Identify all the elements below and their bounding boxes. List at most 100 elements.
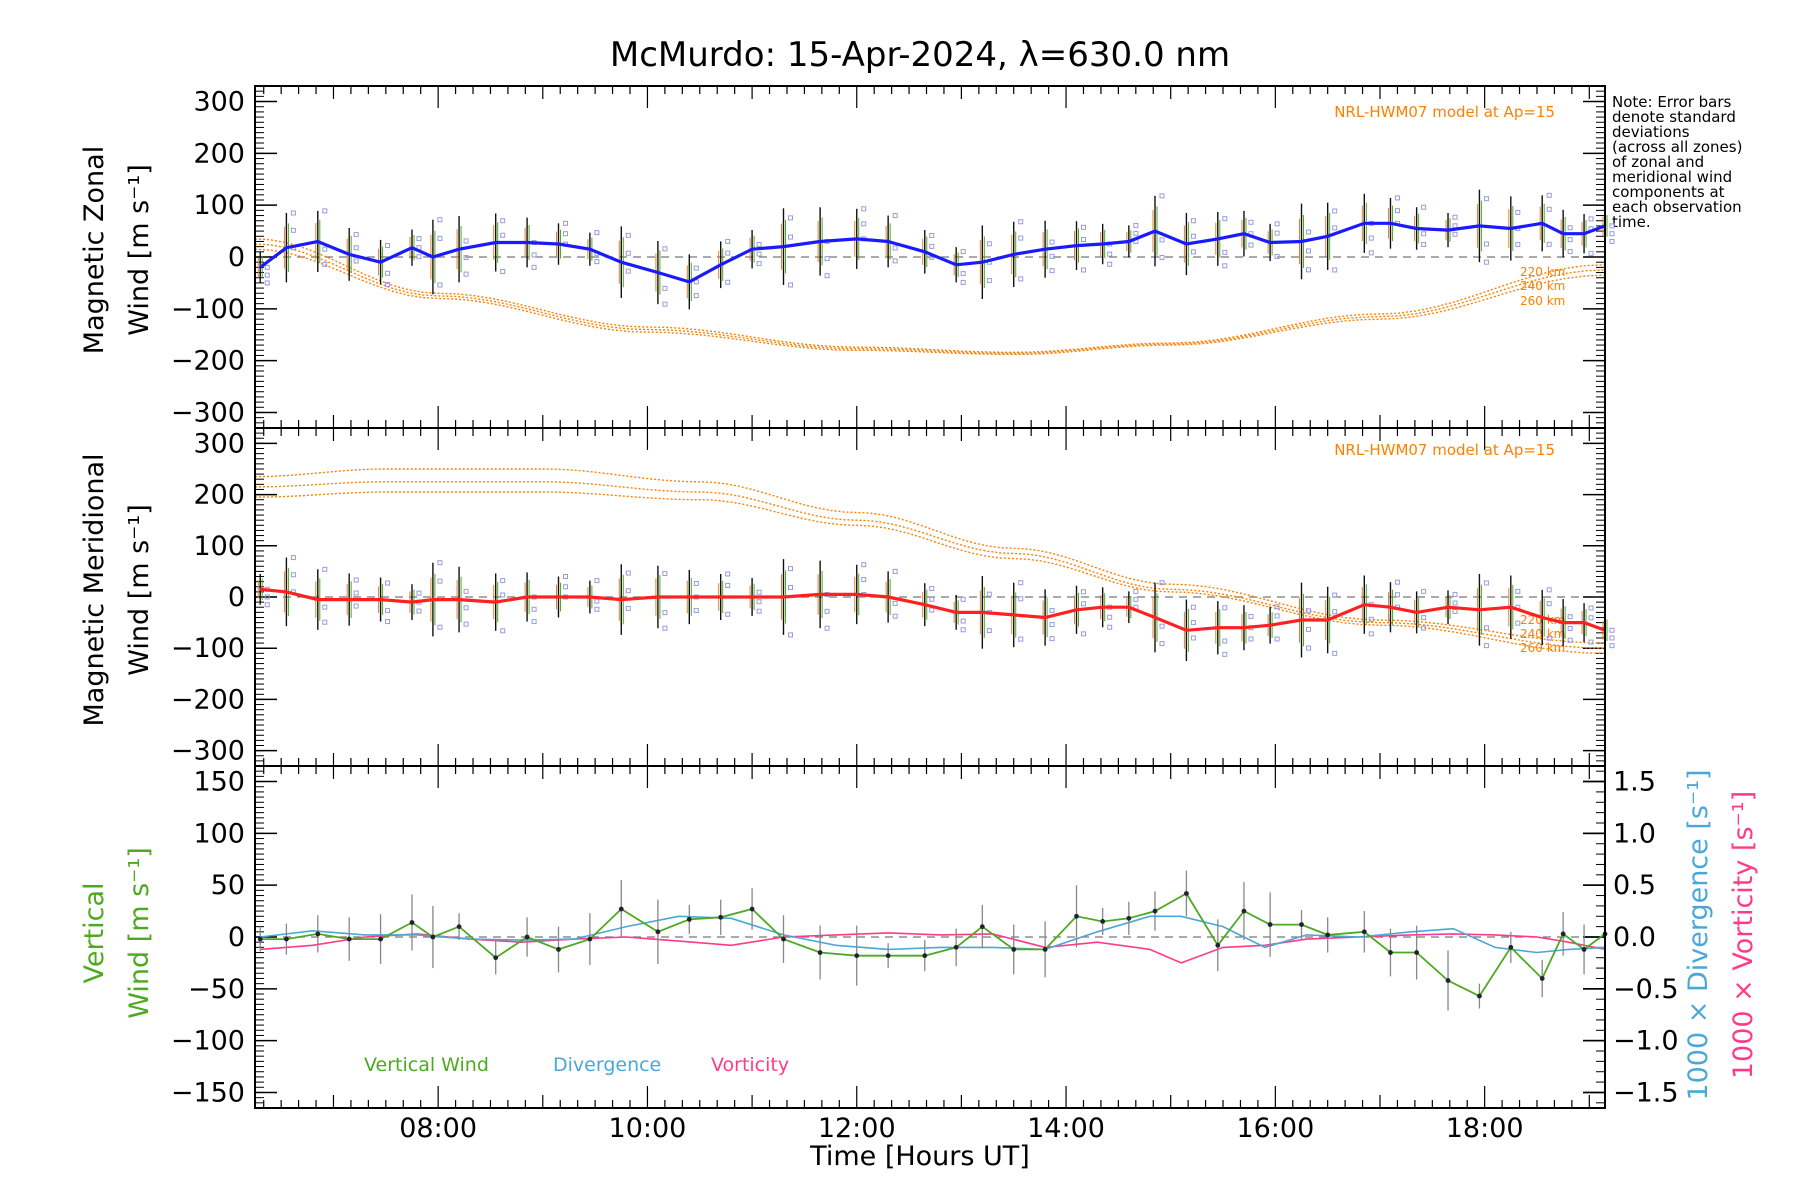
zone-scatter-point: [725, 611, 731, 617]
zone-scatter-point: [322, 208, 328, 214]
zone-scatter-point: [1515, 242, 1521, 248]
zone-scatter-point: [625, 268, 631, 274]
zone-scatter-point: [1609, 231, 1615, 237]
y-tick-label: −200: [171, 684, 245, 715]
zonal-model-height: 240 km: [1520, 279, 1565, 293]
zone-scatter-point: [693, 293, 699, 299]
zone-scatter-point: [1018, 596, 1024, 602]
zone-scatter-point: [531, 606, 537, 612]
vertical-wind-point: [315, 931, 321, 937]
zone-scatter-point: [562, 220, 568, 226]
zone-scatter-point: [725, 238, 731, 244]
zone-scatter-point: [1421, 241, 1427, 247]
zone-scatter-point: [322, 246, 328, 252]
right-y-tick-label: 1.5: [1613, 767, 1656, 798]
vertical-wind-point: [979, 924, 985, 930]
vertical-wind-point: [378, 936, 383, 942]
zone-scatter-point: [531, 252, 537, 258]
zone-scatter-point: [1049, 622, 1055, 628]
note-line: time.: [1612, 213, 1651, 231]
zone-scatter-point: [824, 273, 830, 279]
zone-scatter-point: [385, 608, 391, 614]
y-tick-label: −300: [171, 397, 245, 428]
zone-scatter-point: [1049, 253, 1055, 259]
zone-scatter-point: [594, 606, 600, 612]
zone-scatter-point: [290, 227, 296, 233]
vertical-wind-point: [1361, 929, 1367, 935]
zone-scatter-point: [1159, 255, 1165, 261]
model-curve: [254, 491, 1606, 654]
zone-scatter-point: [725, 250, 731, 256]
zone-scatter-point: [824, 625, 830, 631]
zone-scatter-point: [1609, 627, 1615, 633]
vertical-wind-point: [283, 936, 289, 942]
figure-title: McMurdo: 15-Apr-2024, λ=630.0 nm: [610, 35, 1230, 75]
zone-scatter-point: [1609, 635, 1615, 641]
vertical-wind-point: [1126, 915, 1132, 921]
zone-scatter-point: [463, 588, 469, 594]
zone-scatter-point: [787, 282, 793, 288]
zone-scatter-point: [385, 281, 391, 287]
vertical-wind-line: [260, 892, 1606, 998]
y-tick-label: 100: [193, 190, 245, 221]
zone-scatter-point: [1222, 263, 1228, 269]
zone-scatter-point: [500, 628, 506, 634]
zone-scatter-point: [1368, 631, 1374, 637]
zone-scatter-point: [1159, 193, 1165, 199]
zone-scatter-point: [1306, 626, 1312, 632]
zone-scatter-point: [1248, 219, 1254, 225]
zone-scatter-point: [264, 280, 270, 286]
y-tick-label: 0: [228, 922, 245, 953]
zone-scatter-point: [1274, 613, 1280, 619]
zone-scatter-point: [824, 256, 830, 262]
y-tick-label: 50: [211, 870, 245, 901]
zone-scatter-point: [1222, 651, 1228, 657]
vertical-wind-point: [1215, 942, 1221, 948]
right-y-tick-label: 1.0: [1613, 818, 1656, 849]
zone-scatter-point: [322, 619, 328, 625]
x-tick-label: 14:00: [1027, 1113, 1105, 1144]
zone-scatter-point: [1452, 608, 1458, 614]
vertical-wind-point: [618, 906, 624, 912]
vertical-wind-point: [1241, 908, 1247, 914]
vertical-wind-point: [1539, 976, 1545, 981]
zone-scatter-point: [385, 242, 391, 248]
zone-scatter-point: [290, 555, 296, 561]
zone-scatter-point: [1190, 635, 1196, 641]
note-line: deviations: [1612, 123, 1690, 141]
zone-scatter-point: [1588, 605, 1594, 611]
zone-scatter-point: [1018, 235, 1024, 241]
vertical-ylabel-line2: Wind [m s⁻¹]: [124, 847, 155, 1019]
vertical-wind-point: [493, 955, 499, 961]
zone-scatter-point: [960, 627, 966, 633]
zone-scatter-point: [756, 241, 762, 247]
zone-scatter-point: [1159, 237, 1165, 243]
zone-scatter-point: [1049, 636, 1055, 642]
zone-scatter-point: [1546, 587, 1552, 593]
vertical-wind-point: [1445, 978, 1451, 983]
zone-scatter-point: [960, 271, 966, 277]
zone-scatter-point: [322, 261, 328, 267]
zone-scatter-point: [463, 271, 469, 277]
y-tick-label: 200: [193, 480, 245, 511]
zone-scatter-point: [290, 210, 296, 216]
vertical-ylabel-line1: Vertical: [79, 882, 110, 983]
zone-scatter-point: [1567, 225, 1573, 231]
vertical-wind-point: [1325, 932, 1331, 938]
zone-scatter-point: [385, 270, 391, 276]
zone-scatter-point: [1567, 249, 1573, 255]
vertical-wind-point: [1100, 919, 1106, 924]
zone-scatter-point: [861, 577, 867, 583]
zone-scatter-point: [1190, 218, 1196, 224]
zone-scatter-point: [353, 603, 359, 609]
zone-scatter-point: [1133, 588, 1139, 594]
zone-scatter-point: [1588, 250, 1594, 256]
zone-scatter-point: [861, 206, 867, 212]
zone-scatter-point: [437, 624, 443, 630]
vertical-wind-point: [1581, 947, 1587, 952]
vertical-wind-point: [430, 934, 436, 940]
y-tick-label: −50: [188, 974, 245, 1005]
zone-scatter-point: [463, 605, 469, 611]
right-y-tick-label: −0.5: [1613, 974, 1679, 1005]
zone-scatter-point: [1274, 604, 1280, 610]
